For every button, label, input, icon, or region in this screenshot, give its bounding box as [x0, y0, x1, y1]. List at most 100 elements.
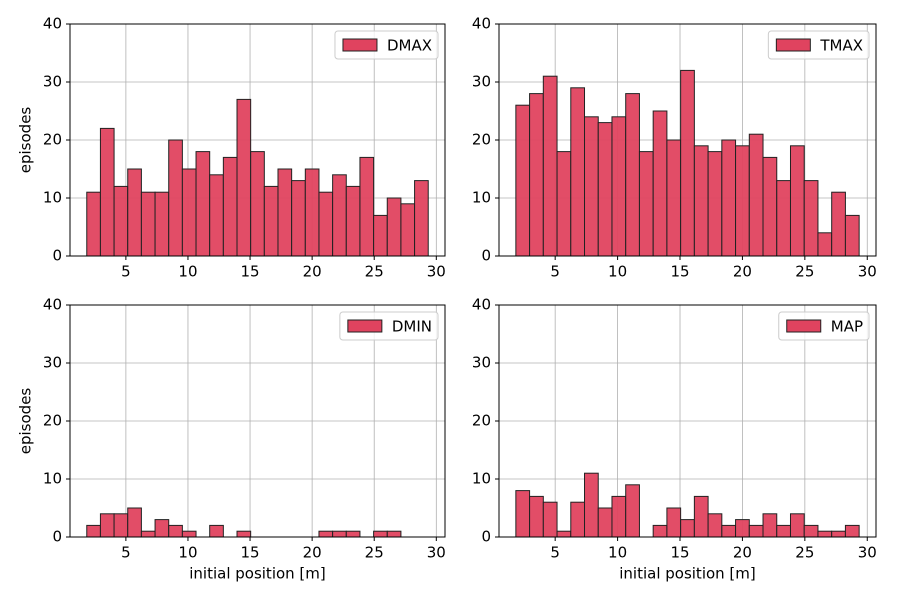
legend: TMAX	[767, 30, 870, 60]
bar	[318, 530, 334, 538]
bar	[735, 145, 750, 257]
legend: MAP	[778, 311, 870, 341]
bar	[597, 507, 613, 538]
bar	[762, 513, 778, 538]
bar	[400, 203, 416, 257]
bar	[332, 174, 347, 257]
x-tick-label: 10	[178, 544, 197, 562]
bar	[776, 524, 791, 538]
bar	[638, 151, 654, 257]
bar	[86, 191, 101, 257]
bar	[721, 139, 737, 257]
bar	[236, 98, 252, 257]
panel: 5 10 15 20 25 30 0 10 20 30 40 initial position [m]…	[17, 296, 446, 583]
bar	[209, 524, 224, 538]
bar	[542, 75, 558, 257]
y-tick-label: 0	[481, 247, 491, 265]
bar	[817, 530, 833, 538]
bar	[680, 69, 695, 257]
bar	[652, 524, 668, 538]
bar	[236, 530, 252, 538]
legend-box	[334, 30, 439, 60]
bar	[693, 495, 709, 538]
bar	[345, 530, 361, 538]
y-tick-label: 0	[52, 247, 62, 265]
x-tick-label: 25	[795, 544, 814, 562]
panel: 5 10 15 20 25 30 0 10 20 30 40 episodes DMAX	[17, 15, 446, 281]
legend-box	[767, 30, 870, 60]
bar	[113, 513, 129, 538]
bar	[748, 133, 764, 257]
axes-frame	[69, 23, 446, 257]
bar	[584, 472, 599, 538]
bar	[359, 156, 375, 257]
bar	[556, 530, 572, 538]
panel: 5 10 15 20 25 30 0 10 20 30 40 initial position [m]…	[472, 296, 877, 583]
bar	[277, 168, 293, 257]
y-tick-label: 0	[52, 528, 62, 546]
bar	[707, 513, 723, 538]
bar	[181, 168, 197, 257]
y-tick-label: 10	[472, 470, 491, 488]
y-tick-label: 20	[472, 412, 491, 430]
bar	[127, 507, 142, 538]
axes-frame	[69, 304, 446, 538]
bar	[99, 127, 115, 257]
axes-frame	[498, 304, 877, 538]
y-tick-label: 20	[472, 131, 491, 149]
x-tick-label: 5	[121, 544, 131, 562]
bar	[625, 484, 640, 538]
bar	[556, 151, 572, 257]
legend-label: DMIN	[392, 318, 432, 336]
bar	[735, 519, 750, 538]
bar	[831, 191, 846, 257]
y-axis-label: episodes	[17, 107, 35, 174]
y-tick-label: 30	[472, 73, 491, 91]
legend: DMIN	[339, 311, 439, 341]
y-tick-label: 20	[43, 412, 62, 430]
x-tick-label: 25	[795, 263, 814, 281]
y-tick-label: 40	[472, 296, 491, 314]
bar	[803, 524, 819, 538]
x-tick-label: 15	[241, 544, 260, 562]
x-axis-label: initial position [m]	[619, 565, 756, 583]
bar	[831, 530, 846, 538]
bar	[584, 116, 599, 257]
legend-box	[339, 311, 439, 341]
bar	[168, 524, 183, 538]
bar	[222, 156, 238, 257]
bar	[304, 168, 320, 257]
x-tick-label: 30	[858, 544, 877, 562]
x-tick-label: 15	[670, 544, 689, 562]
x-tick-label: 20	[733, 544, 752, 562]
y-tick-label: 30	[472, 354, 491, 372]
bar	[789, 513, 805, 538]
bar	[168, 139, 183, 257]
bar	[803, 180, 819, 257]
x-tick-label: 25	[365, 263, 384, 281]
bar	[652, 110, 668, 257]
bar	[597, 122, 613, 257]
y-tick-label: 30	[43, 73, 62, 91]
x-tick-label: 10	[178, 263, 197, 281]
bar	[762, 156, 778, 257]
y-tick-label: 40	[43, 296, 62, 314]
bar	[611, 495, 627, 538]
x-axis-label: initial position [m]	[189, 565, 326, 583]
y-tick-label: 10	[43, 470, 62, 488]
x-tick-label: 5	[550, 263, 560, 281]
x-tick-label: 20	[733, 263, 752, 281]
axes-frame	[498, 23, 877, 257]
bar	[693, 145, 709, 257]
bar	[776, 180, 791, 257]
x-tick-label: 15	[241, 263, 260, 281]
bar	[789, 145, 805, 257]
bar	[386, 530, 402, 538]
bar	[209, 174, 224, 257]
bar	[721, 524, 737, 538]
y-tick-label: 20	[43, 131, 62, 149]
bar	[86, 524, 101, 538]
y-tick-label: 30	[43, 354, 62, 372]
y-tick-label: 40	[43, 15, 62, 33]
x-tick-label: 5	[550, 544, 560, 562]
